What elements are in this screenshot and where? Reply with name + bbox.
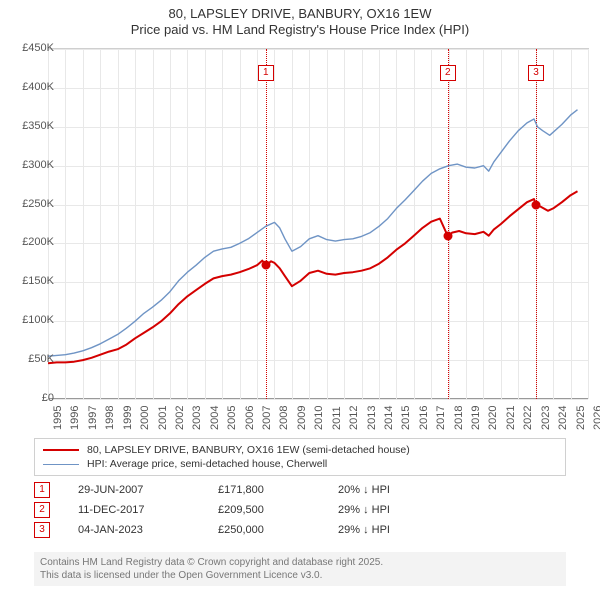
y-tick-label: £200K: [10, 236, 54, 248]
legend-swatch: [43, 449, 79, 451]
x-tick-label: 2003: [191, 406, 203, 430]
x-tick-label: 2010: [313, 406, 325, 430]
transaction-row: 2 11-DEC-2017£209,50029% ↓ HPI: [34, 500, 566, 520]
x-tick-label: 2002: [174, 406, 186, 430]
x-tick-label: 2015: [400, 406, 412, 430]
x-tick-label: 2026: [592, 406, 600, 430]
transaction-price: £250,000: [218, 524, 338, 536]
chart-plot-area: 123: [48, 48, 589, 399]
transaction-date: 04-JAN-2023: [78, 524, 218, 536]
footer-attribution: Contains HM Land Registry data © Crown c…: [34, 552, 566, 586]
transaction-marker: 2: [34, 502, 50, 518]
y-tick-label: £250K: [10, 198, 54, 210]
legend-row: 80, LAPSLEY DRIVE, BANBURY, OX16 1EW (se…: [43, 443, 557, 457]
x-tick-label: 2008: [278, 406, 290, 430]
title-line-2: Price paid vs. HM Land Registry's House …: [0, 22, 600, 38]
y-tick-label: £300K: [10, 159, 54, 171]
transaction-date: 11-DEC-2017: [78, 504, 218, 516]
x-tick-label: 2025: [575, 406, 587, 430]
x-tick-label: 2000: [139, 406, 151, 430]
y-tick-label: £100K: [10, 314, 54, 326]
transaction-date: 29-JUN-2007: [78, 484, 218, 496]
x-tick-label: 2014: [383, 406, 395, 430]
x-tick-label: 2024: [557, 406, 569, 430]
transaction-diff: 20% ↓ HPI: [338, 484, 458, 496]
gridline-h: [48, 399, 588, 400]
x-tick-label: 1995: [52, 406, 64, 430]
x-tick-label: 2018: [453, 406, 465, 430]
x-tick-label: 1997: [87, 406, 99, 430]
transaction-price: £209,500: [218, 504, 338, 516]
title-block: 80, LAPSLEY DRIVE, BANBURY, OX16 1EW Pri…: [0, 0, 600, 39]
transaction-diff: 29% ↓ HPI: [338, 524, 458, 536]
legend-row: HPI: Average price, semi-detached house,…: [43, 457, 557, 471]
x-tick-label: 2021: [505, 406, 517, 430]
x-tick-label: 1999: [122, 406, 134, 430]
transaction-marker: 1: [34, 482, 50, 498]
title-line-1: 80, LAPSLEY DRIVE, BANBURY, OX16 1EW: [0, 6, 600, 22]
x-tick-label: 2016: [418, 406, 430, 430]
transactions-table: 1 29-JUN-2007£171,80020% ↓ HPI 2 11-DEC-201…: [34, 480, 566, 540]
footer-line-1: Contains HM Land Registry data © Crown c…: [40, 556, 560, 569]
x-tick-label: 2017: [435, 406, 447, 430]
y-tick-label: £400K: [10, 81, 54, 93]
y-tick-label: £50K: [10, 353, 54, 365]
x-tick-label: 2006: [244, 406, 256, 430]
x-tick-label: 2020: [487, 406, 499, 430]
transaction-row: 1 29-JUN-2007£171,80020% ↓ HPI: [34, 480, 566, 500]
x-tick-label: 2019: [470, 406, 482, 430]
x-tick-label: 2005: [226, 406, 238, 430]
legend-label: HPI: Average price, semi-detached house,…: [87, 458, 327, 470]
y-tick-label: £0: [10, 392, 54, 404]
x-tick-label: 2007: [261, 406, 273, 430]
footer-line-2: This data is licensed under the Open Gov…: [40, 569, 560, 582]
gridline-v: [588, 49, 589, 399]
legend: 80, LAPSLEY DRIVE, BANBURY, OX16 1EW (se…: [34, 438, 566, 476]
legend-label: 80, LAPSLEY DRIVE, BANBURY, OX16 1EW (se…: [87, 444, 410, 456]
x-tick-label: 2001: [157, 406, 169, 430]
series-svg: [48, 49, 588, 399]
transaction-marker: 3: [34, 522, 50, 538]
transaction-price: £171,800: [218, 484, 338, 496]
x-tick-label: 2004: [209, 406, 221, 430]
x-tick-label: 2011: [331, 406, 343, 430]
transaction-row: 3 04-JAN-2023£250,00029% ↓ HPI: [34, 520, 566, 540]
x-tick-label: 2022: [522, 406, 534, 430]
transaction-diff: 29% ↓ HPI: [338, 504, 458, 516]
x-tick-label: 2013: [366, 406, 378, 430]
series-line: [48, 110, 578, 357]
y-tick-label: £150K: [10, 275, 54, 287]
y-tick-label: £350K: [10, 120, 54, 132]
y-tick-label: £450K: [10, 42, 54, 54]
x-tick-label: 2023: [540, 406, 552, 430]
x-tick-label: 2012: [348, 406, 360, 430]
x-tick-label: 1998: [104, 406, 116, 430]
series-line: [48, 191, 578, 363]
chart-container: 80, LAPSLEY DRIVE, BANBURY, OX16 1EW Pri…: [0, 0, 600, 590]
legend-swatch: [43, 464, 79, 465]
x-tick-label: 1996: [69, 406, 81, 430]
x-tick-label: 2009: [296, 406, 308, 430]
